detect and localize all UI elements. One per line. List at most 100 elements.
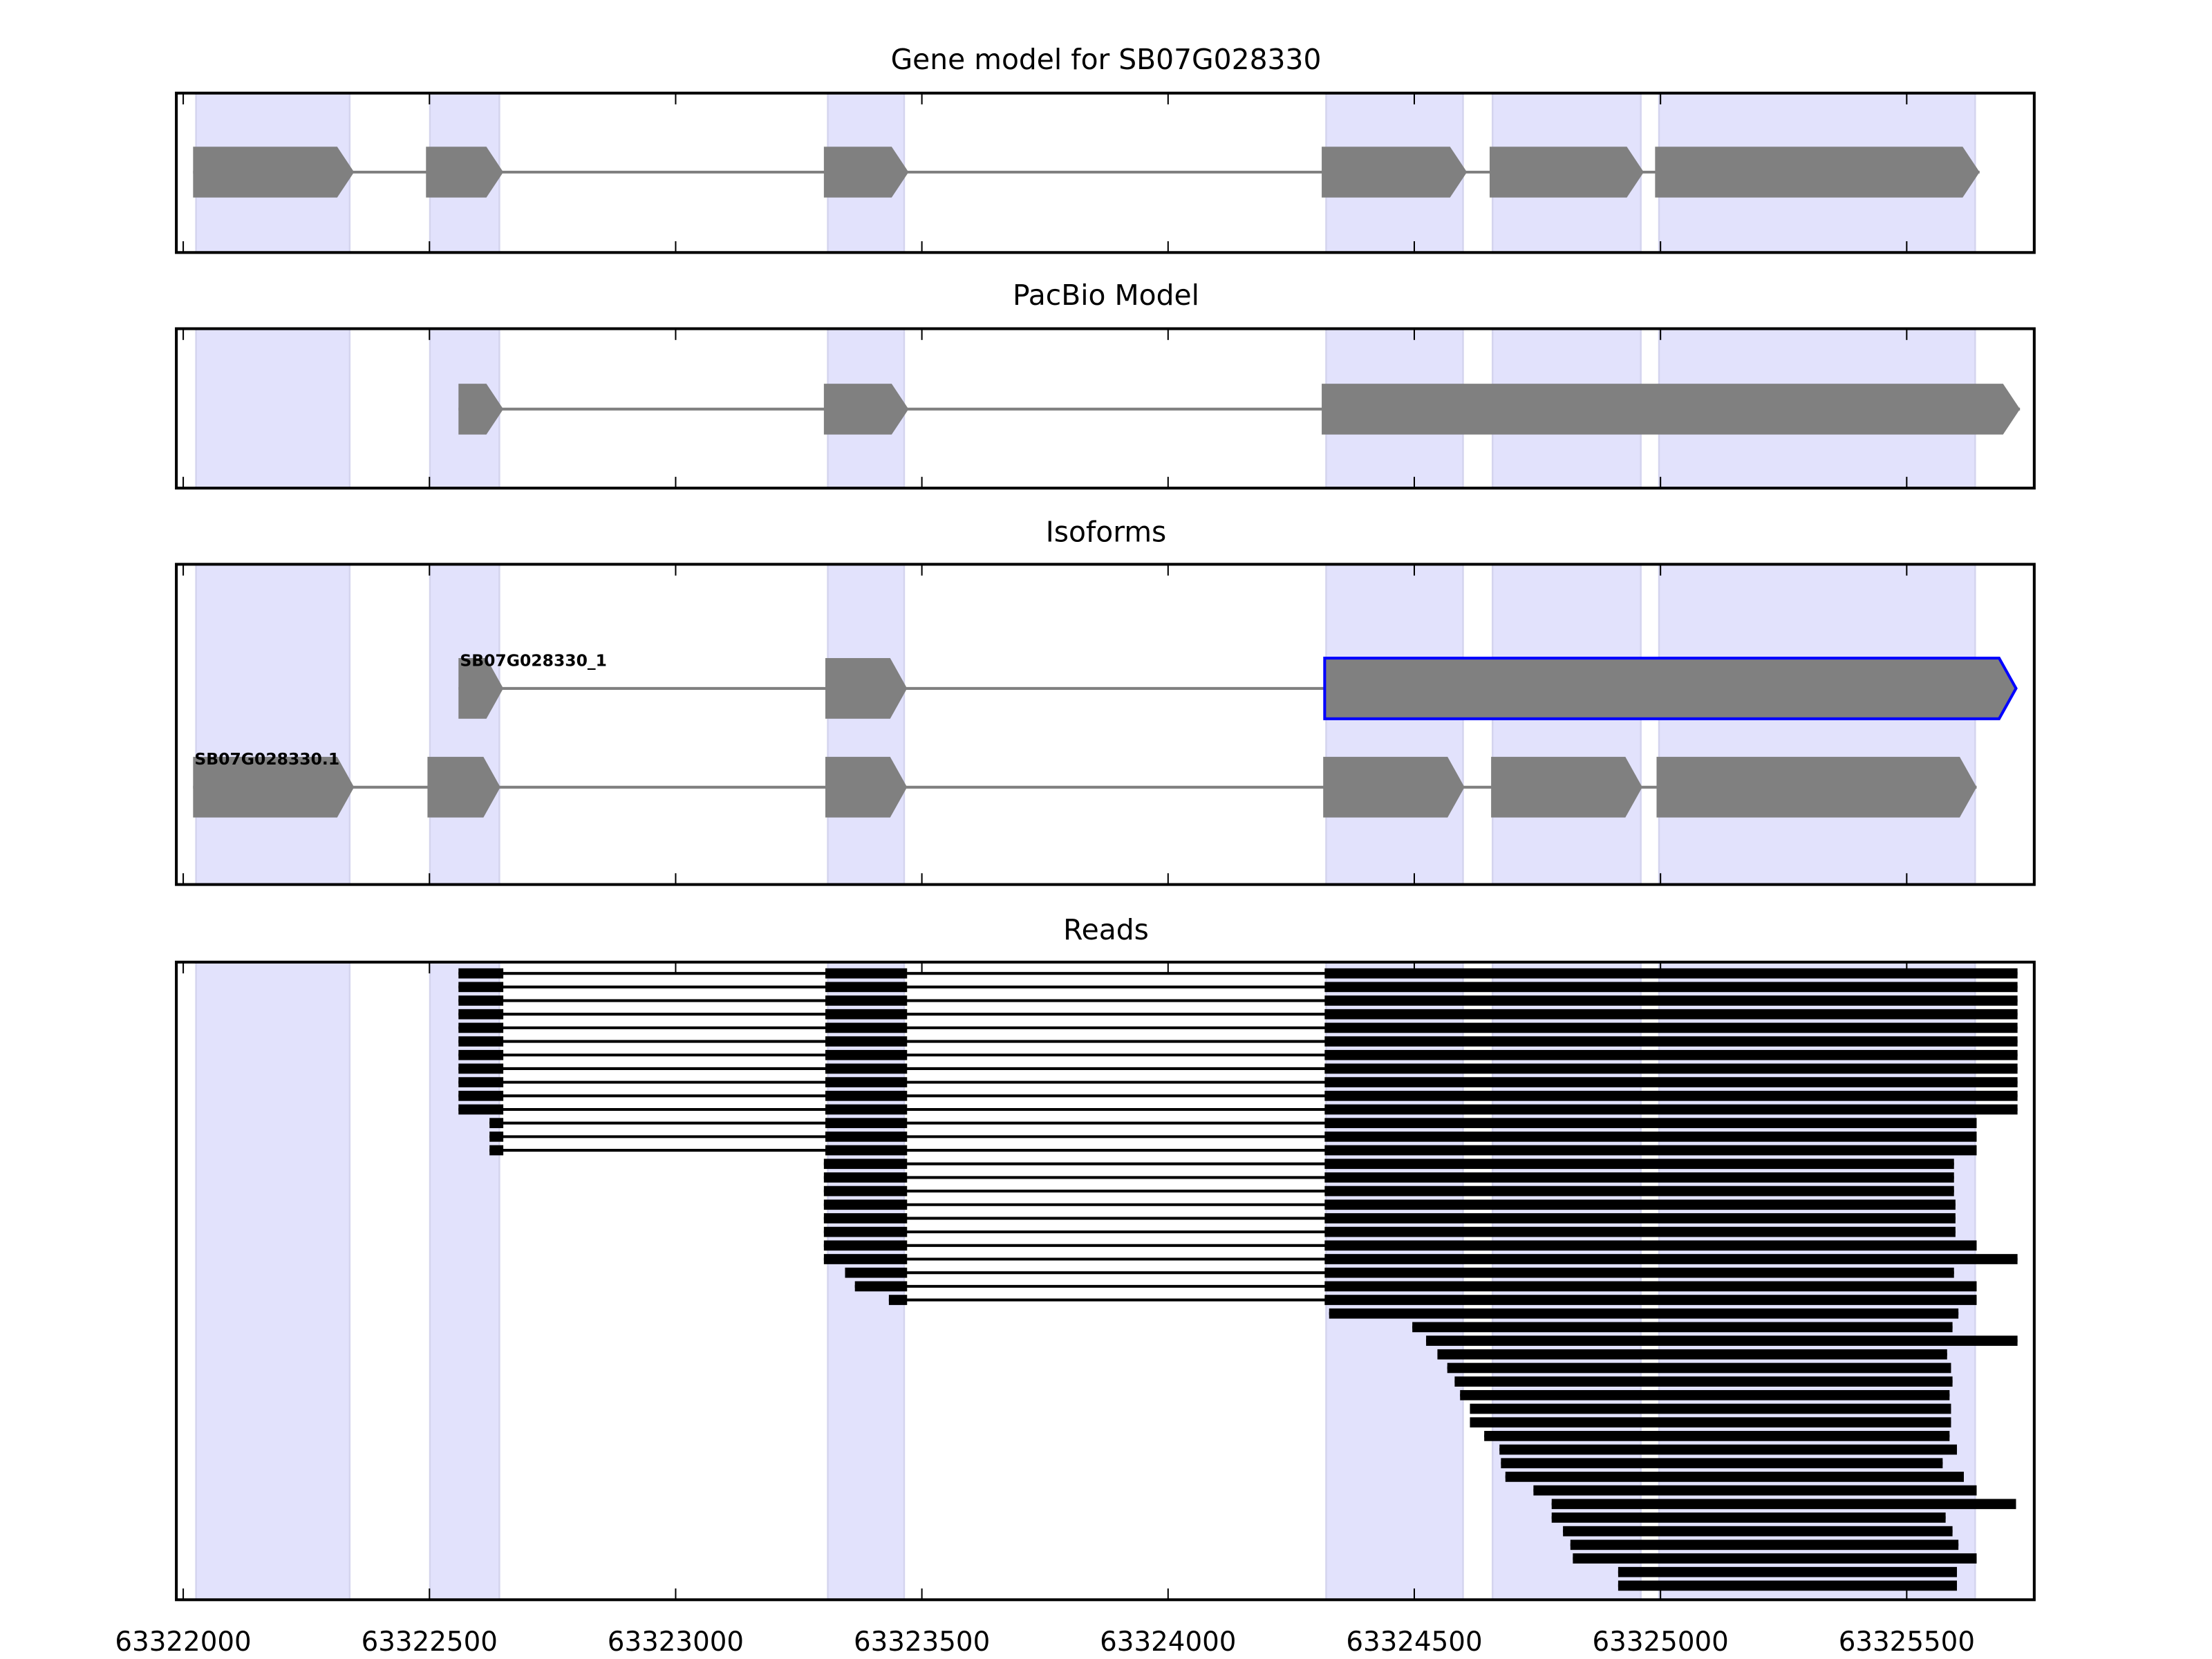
read-block — [458, 1022, 504, 1033]
read-block — [1324, 1281, 1977, 1292]
read-block — [1551, 1512, 1946, 1523]
gene-model-panel — [175, 91, 2036, 254]
read-block — [458, 1009, 504, 1020]
read-block — [845, 1267, 908, 1278]
read-block — [1454, 1376, 1953, 1387]
exon-arrow — [427, 756, 500, 818]
read-block — [1324, 1036, 2018, 1047]
exon-arrow — [193, 147, 355, 198]
read-block — [1324, 1090, 2018, 1101]
pacbio-title: PacBio Model — [1013, 279, 1199, 312]
exon-arrow — [1655, 147, 1980, 198]
read-block — [1437, 1349, 1947, 1360]
read-block — [823, 1240, 908, 1251]
x-tick-label: 63323500 — [854, 1627, 990, 1658]
read-block — [458, 1090, 504, 1101]
read-block — [1324, 1295, 1977, 1305]
read-block — [825, 1036, 908, 1047]
read-block — [825, 968, 908, 979]
read-block — [1324, 982, 2018, 993]
read — [1426, 1335, 2018, 1346]
read — [854, 1281, 1977, 1292]
read — [458, 982, 2018, 993]
read-block — [489, 1132, 504, 1142]
exon-arrow — [823, 147, 909, 198]
isoforms-title: Isoforms — [1046, 516, 1167, 549]
read-block — [823, 1185, 908, 1197]
read-block — [1324, 1226, 1956, 1237]
read-block — [825, 1104, 908, 1115]
read-block — [1324, 1132, 1977, 1142]
read-block — [1324, 1145, 1977, 1156]
panel-frame — [175, 960, 2036, 1602]
exon-arrow — [458, 658, 504, 719]
x-tick-label: 63325000 — [1593, 1627, 1729, 1658]
read-block — [1618, 1580, 1958, 1591]
x-tick-labels: 63322000 63322500 63323000 63323500 63324000… — [115, 1627, 1975, 1658]
read — [1412, 1322, 1953, 1333]
shaded-exon-region — [1658, 563, 1976, 885]
read-block — [1573, 1553, 1977, 1564]
x-tick-label: 63322000 — [115, 1627, 251, 1658]
read-block — [1447, 1362, 1951, 1374]
read-block — [823, 1199, 908, 1210]
read — [823, 1199, 1956, 1210]
read-block — [825, 995, 908, 1006]
read — [458, 1022, 2018, 1033]
read — [458, 1077, 2018, 1087]
read — [888, 1295, 1977, 1305]
read — [823, 1240, 1977, 1251]
read-block — [1324, 1240, 1977, 1251]
read-block — [1324, 1049, 2018, 1060]
x-tick-label: 63325500 — [1839, 1627, 1975, 1658]
read-block — [825, 1063, 908, 1074]
read — [1618, 1566, 1958, 1577]
read-block — [825, 1077, 908, 1087]
read-block — [458, 1036, 504, 1047]
exon-arrow — [458, 384, 504, 435]
panel-frame — [175, 327, 2036, 490]
exon-arrow — [823, 384, 909, 435]
read-block — [489, 1145, 504, 1156]
read — [1460, 1389, 1950, 1400]
read-block — [1618, 1566, 1958, 1577]
reads-panel — [175, 960, 2036, 1602]
read-block — [458, 968, 504, 979]
read-block — [1324, 1213, 1956, 1224]
x-tick-label: 63322500 — [362, 1627, 498, 1658]
read — [1470, 1417, 1951, 1428]
read-block — [1470, 1403, 1951, 1414]
read-block — [1324, 1172, 1954, 1183]
read-block — [458, 1063, 504, 1074]
x-tick-label: 63324000 — [1100, 1627, 1236, 1658]
shaded-exon-region — [1325, 563, 1464, 885]
shaded-exon-region — [1492, 563, 1642, 885]
read-block — [1533, 1485, 1977, 1496]
read — [1447, 1362, 1951, 1374]
read-block — [1501, 1458, 1943, 1469]
read — [1551, 1499, 2016, 1510]
read — [458, 1036, 2018, 1047]
read — [458, 1063, 2018, 1074]
read — [489, 1145, 1977, 1156]
read — [458, 1049, 2018, 1060]
exon-arrow — [1656, 756, 1977, 818]
panel-frame — [175, 91, 2036, 254]
read-block — [1324, 1267, 1954, 1278]
shaded-exon-region — [827, 563, 906, 885]
read-block — [1570, 1539, 1959, 1550]
read — [1329, 1308, 1959, 1319]
read — [1470, 1403, 1951, 1414]
read — [489, 1118, 1977, 1129]
x-tick-label: 63324500 — [1346, 1627, 1482, 1658]
read — [845, 1267, 1954, 1278]
read — [458, 1104, 2018, 1115]
isoforms-panel: SB07G028330_1 SB07G028330.1 — [175, 563, 2036, 886]
read-block — [458, 995, 504, 1006]
read — [1533, 1485, 1977, 1496]
read — [1454, 1376, 1953, 1387]
exon-arrow — [426, 147, 504, 198]
read-block — [458, 1077, 504, 1087]
read-block — [1324, 1254, 2018, 1264]
read-block — [489, 1118, 504, 1129]
